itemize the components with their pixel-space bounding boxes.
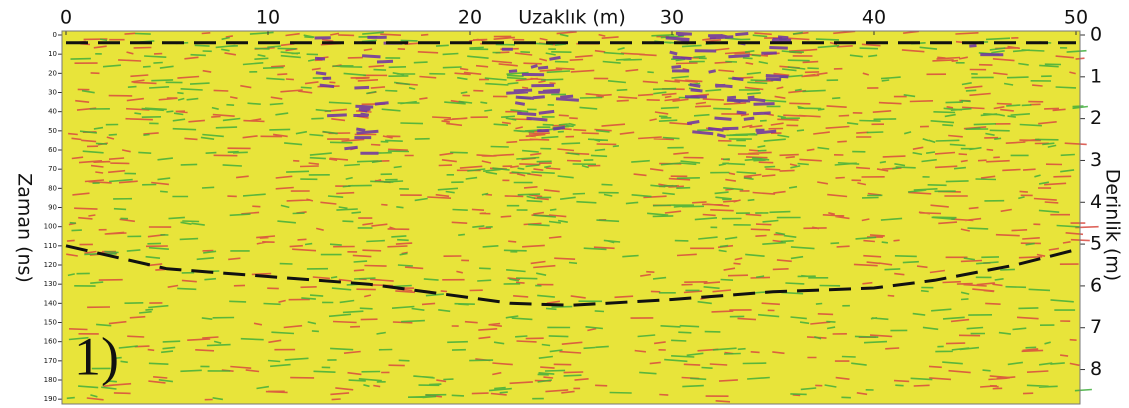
- y-axis-label: Zaman (ns): [14, 173, 36, 283]
- y2-axis-label: Derinlik (m): [1102, 169, 1124, 281]
- y-tick-label: 40: [48, 108, 57, 116]
- y-tick-label: 100: [44, 223, 57, 231]
- y-tick-label: 0: [53, 31, 57, 39]
- x-tick-label: 50: [1064, 7, 1088, 29]
- y2-tick-label: 8: [1090, 358, 1102, 380]
- x-tick-label: 40: [862, 7, 886, 29]
- x-axis-label: Uzaklık (m): [518, 7, 625, 29]
- y2-tick-label: 4: [1090, 191, 1102, 213]
- y2-tick-label: 5: [1090, 233, 1102, 255]
- y2-tick-label: 6: [1090, 274, 1102, 296]
- y-tick-label: 190: [44, 395, 57, 403]
- y2-tick-label: 2: [1090, 107, 1102, 129]
- figure: 0102030405001020304050607080901001101201…: [0, 0, 1129, 408]
- y-tick-label: 30: [48, 89, 57, 97]
- y-tick-label: 70: [48, 165, 57, 173]
- y-tick-label: 110: [44, 242, 57, 250]
- x-tick-label: 30: [660, 7, 684, 29]
- y2-tick-label: 0: [1090, 24, 1102, 46]
- radargram-background: [62, 31, 1080, 404]
- y2-tick-label: 3: [1090, 149, 1102, 171]
- panel-label: 1): [74, 326, 119, 386]
- y-tick-label: 180: [44, 376, 57, 384]
- y2-tick-label: 1: [1090, 65, 1102, 87]
- y-tick-label: 140: [44, 299, 57, 307]
- x-tick-label: 10: [256, 7, 280, 29]
- y-tick-label: 170: [44, 357, 57, 365]
- x-tick-label: 0: [60, 7, 72, 29]
- x-tick-label: 20: [458, 7, 482, 29]
- y-tick-label: 130: [44, 280, 57, 288]
- y2-tick-label: 7: [1090, 316, 1102, 338]
- y-tick-label: 150: [44, 319, 57, 327]
- y-tick-label: 90: [48, 204, 57, 212]
- y-tick-label: 80: [48, 184, 57, 192]
- y-tick-label: 160: [44, 338, 57, 346]
- y-tick-label: 120: [44, 261, 57, 269]
- y-tick-label: 10: [48, 50, 57, 58]
- y-tick-label: 20: [48, 69, 57, 77]
- y-tick-label: 50: [48, 127, 57, 135]
- y-tick-label: 60: [48, 146, 57, 154]
